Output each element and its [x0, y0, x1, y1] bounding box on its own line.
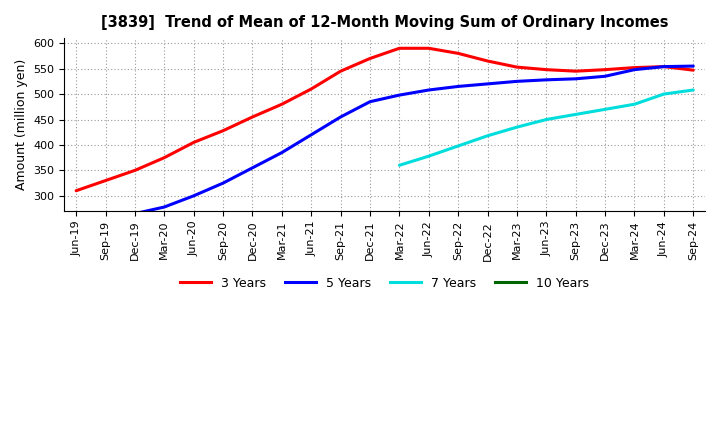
- Y-axis label: Amount (million yen): Amount (million yen): [15, 59, 28, 190]
- Title: [3839]  Trend of Mean of 12-Month Moving Sum of Ordinary Incomes: [3839] Trend of Mean of 12-Month Moving …: [101, 15, 668, 30]
- Legend: 3 Years, 5 Years, 7 Years, 10 Years: 3 Years, 5 Years, 7 Years, 10 Years: [175, 272, 595, 295]
